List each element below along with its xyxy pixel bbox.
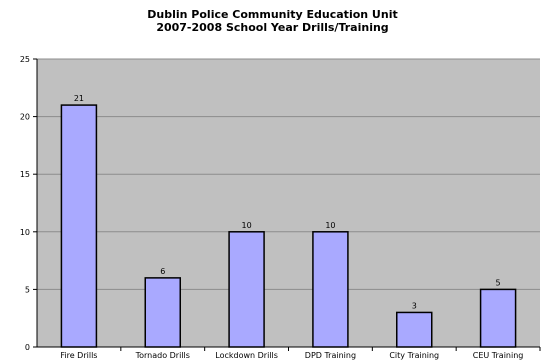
labels: 21 Fire Drills 6 Tornado Drills 10 Lockdown D…: [60, 94, 523, 360]
bar-lockdown-drills: [228, 231, 265, 348]
x-tick-label: City Training: [389, 351, 439, 360]
bar-tornado-drills: [144, 277, 181, 348]
y-tick-label: 10: [20, 228, 30, 237]
y-tick-label: 0: [25, 343, 30, 352]
chart-title-line-1: Dublin Police Community Education Unit: [147, 8, 398, 21]
y-tick-label: 20: [20, 113, 30, 122]
axes: 0 5 10 15 20 25: [20, 55, 541, 352]
chart-title-line-2: 2007-2008 School Year Drills/Training: [156, 21, 389, 34]
data-label: 3: [412, 301, 417, 310]
x-tick-label: CEU Training: [473, 351, 524, 360]
bars: [60, 104, 517, 348]
gridlines: [37, 58, 540, 290]
bar-ceu-training: [479, 288, 517, 348]
x-tick-label: Lockdown Drills: [215, 351, 278, 360]
plot-area: [37, 59, 540, 347]
x-tick-label: DPD Training: [305, 351, 356, 360]
bar-fire-drills: [60, 104, 98, 348]
data-label: 6: [160, 267, 165, 276]
x-tick-label: Tornado Drills: [135, 351, 190, 360]
data-label: 10: [241, 221, 251, 230]
x-tick-label: Fire Drills: [60, 351, 97, 360]
y-tick-label: 15: [20, 170, 30, 179]
data-label: 5: [496, 278, 501, 287]
chart-title: Dublin Police Community Education Unit 2…: [0, 8, 545, 34]
bar-city-training: [396, 311, 433, 348]
data-label: 21: [74, 94, 84, 103]
bar-dpd-training: [312, 231, 349, 348]
y-tick-label: 5: [25, 285, 30, 294]
data-label: 10: [325, 221, 335, 230]
y-tick-label: 25: [20, 55, 30, 64]
